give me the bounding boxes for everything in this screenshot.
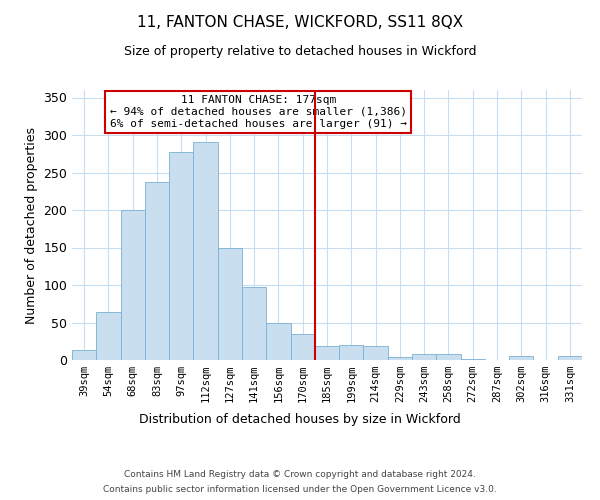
Text: 11, FANTON CHASE, WICKFORD, SS11 8QX: 11, FANTON CHASE, WICKFORD, SS11 8QX	[137, 15, 463, 30]
Bar	[218, 248, 242, 360]
Y-axis label: Number of detached properties: Number of detached properties	[25, 126, 38, 324]
Bar	[339, 345, 364, 360]
Bar	[461, 358, 485, 360]
Bar	[145, 182, 169, 360]
Bar	[364, 346, 388, 360]
Bar	[315, 346, 339, 360]
Bar	[509, 356, 533, 360]
Bar	[388, 357, 412, 360]
Bar	[242, 286, 266, 360]
Bar	[412, 354, 436, 360]
Bar	[436, 354, 461, 360]
Text: Distribution of detached houses by size in Wickford: Distribution of detached houses by size …	[139, 412, 461, 426]
Text: Contains public sector information licensed under the Open Government Licence v3: Contains public sector information licen…	[103, 485, 497, 494]
Text: 11 FANTON CHASE: 177sqm
← 94% of detached houses are smaller (1,386)
6% of semi-: 11 FANTON CHASE: 177sqm ← 94% of detache…	[110, 96, 407, 128]
Text: Size of property relative to detached houses in Wickford: Size of property relative to detached ho…	[124, 45, 476, 58]
Bar	[558, 356, 582, 360]
Bar	[290, 334, 315, 360]
Text: Contains HM Land Registry data © Crown copyright and database right 2024.: Contains HM Land Registry data © Crown c…	[124, 470, 476, 479]
Bar	[266, 324, 290, 360]
Bar	[96, 312, 121, 360]
Bar	[169, 152, 193, 360]
Bar	[193, 142, 218, 360]
Bar	[72, 350, 96, 360]
Bar	[121, 210, 145, 360]
